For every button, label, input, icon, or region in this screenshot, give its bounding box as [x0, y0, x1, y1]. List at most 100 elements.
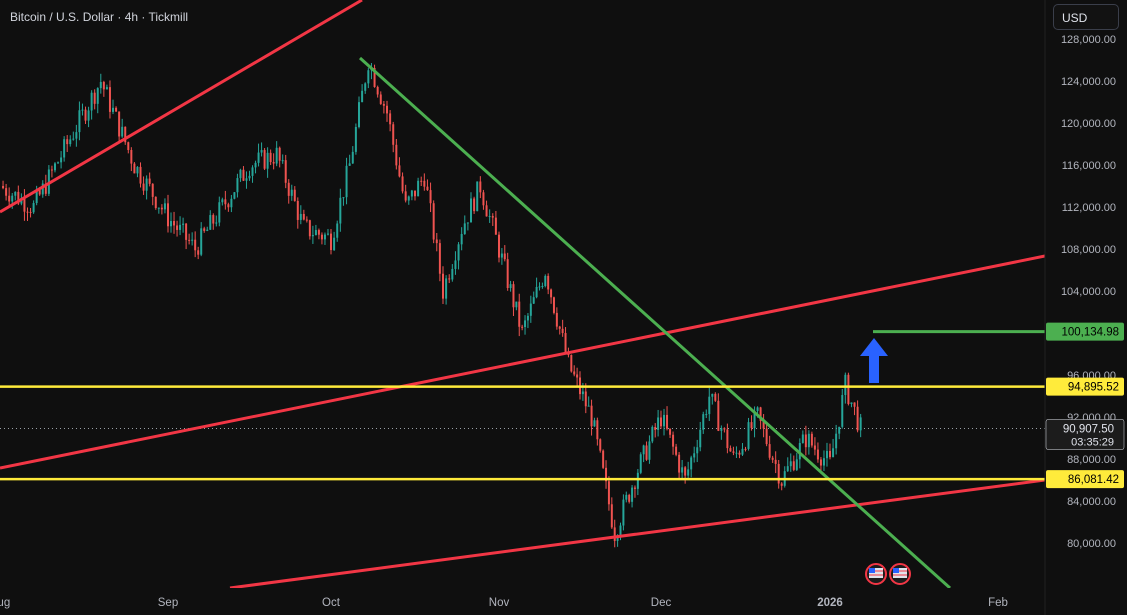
candle-body: [753, 410, 756, 429]
candle-body: [841, 395, 844, 427]
y-tick-label: 104,000.00: [1061, 286, 1116, 298]
candle-body: [248, 175, 251, 179]
candle-body: [121, 126, 124, 137]
candle-body: [227, 204, 230, 208]
candle-body: [233, 192, 236, 199]
candle-body: [41, 183, 44, 195]
candle-body: [308, 220, 311, 237]
candle-body: [669, 428, 672, 435]
x-tick-label: Dec: [651, 597, 672, 609]
candle-body: [503, 253, 506, 260]
candle-body: [281, 160, 284, 162]
candle-body: [203, 228, 206, 231]
candle-body: [729, 448, 732, 452]
y-tick-label: 124,000.00: [1061, 76, 1116, 88]
flag-icon-body: [869, 568, 883, 578]
candle-body: [373, 67, 376, 87]
price-label-box: [1046, 470, 1124, 489]
candle-body: [675, 446, 678, 455]
candle-body: [230, 198, 233, 208]
candle-body: [35, 190, 38, 204]
candle-body: [417, 180, 420, 197]
candle-body: [625, 494, 628, 500]
candle-body: [157, 207, 160, 209]
candle-body: [323, 234, 326, 240]
candle-body: [14, 191, 17, 196]
candle-body: [666, 414, 669, 429]
candle-body: [804, 434, 807, 448]
candle-body: [622, 499, 625, 526]
candle-body: [145, 178, 148, 191]
candle-body: [711, 393, 714, 397]
candle-body: [414, 190, 416, 197]
current-price-label: 90,907.50: [1063, 423, 1114, 435]
candle-body: [84, 109, 87, 121]
candle-body: [302, 213, 305, 220]
candle-body: [212, 215, 215, 224]
y-tick-label: 84,000.00: [1067, 496, 1116, 508]
candle-body: [133, 163, 136, 174]
candle-body: [642, 445, 645, 455]
candle-body: [179, 224, 182, 230]
candle-body: [151, 183, 154, 197]
candle-body: [660, 417, 662, 427]
candle-body: [844, 374, 847, 396]
candles: [2, 63, 862, 548]
candle-body: [631, 487, 634, 502]
candle-body: [605, 467, 608, 482]
candle-body: [376, 86, 379, 95]
candle-body: [200, 228, 203, 255]
price-label-box: [1046, 322, 1124, 341]
candle-body: [498, 234, 500, 258]
candle-body: [108, 87, 111, 112]
candle-body: [72, 138, 75, 140]
candle-body: [596, 420, 599, 440]
candle-body: [610, 504, 613, 528]
currency-button[interactable]: USD: [1053, 4, 1119, 30]
candle-body: [69, 139, 72, 145]
candle-body: [463, 223, 466, 235]
candle-body: [460, 234, 463, 245]
candle-body: [741, 448, 744, 455]
candle-body: [856, 406, 859, 431]
candle-body: [330, 233, 332, 251]
candle-body: [139, 166, 142, 184]
x-tick-label: Oct: [322, 597, 341, 609]
candle-body: [607, 481, 610, 505]
candle-body: [762, 420, 765, 429]
candle-body: [130, 149, 133, 164]
candle-body: [389, 113, 392, 125]
flag-icon: [889, 563, 911, 585]
candle-body: [639, 454, 642, 473]
trendline-mid-red: [0, 254, 1045, 470]
candle-body: [500, 253, 503, 258]
candle-body: [738, 452, 741, 455]
candle-body: [386, 105, 388, 114]
candle-body: [619, 525, 622, 537]
candle-body: [705, 414, 708, 416]
candle-body: [38, 190, 41, 195]
candle-body: [290, 189, 293, 196]
candle-body: [628, 494, 631, 502]
candle-body: [263, 150, 266, 169]
candle-body: [254, 162, 257, 168]
candle-body: [561, 328, 564, 334]
candle-body: [476, 181, 479, 212]
candle-body: [747, 422, 750, 449]
price-label: 94,895.52: [1068, 382, 1119, 394]
y-tick-label: 120,000.00: [1061, 118, 1116, 130]
candle-body: [105, 87, 108, 90]
candle-body: [853, 402, 856, 407]
candle-body: [786, 466, 789, 472]
candle-body: [816, 449, 819, 460]
candle-body: [305, 219, 308, 221]
candle-body: [160, 207, 163, 210]
candle-body: [529, 303, 532, 316]
candle-body: [173, 221, 176, 226]
x-tick-label: Sep: [158, 597, 178, 609]
candle-body: [266, 152, 269, 169]
candle-body: [576, 374, 579, 378]
candle-body: [215, 222, 218, 224]
candle-body: [454, 260, 457, 269]
